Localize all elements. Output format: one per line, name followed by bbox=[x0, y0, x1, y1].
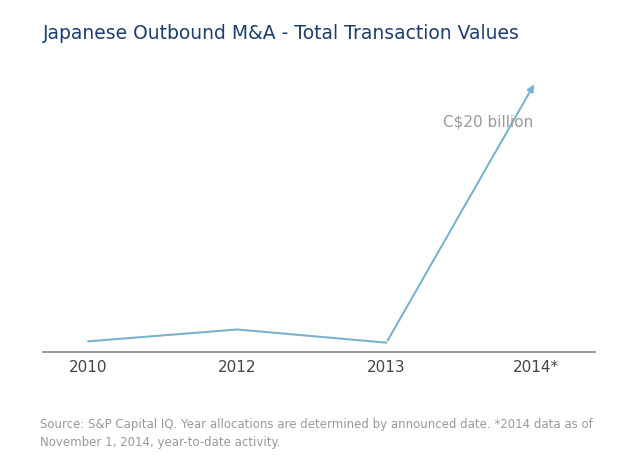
Text: Source: S&P Capital IQ. Year allocations are determined by announced date. *2014: Source: S&P Capital IQ. Year allocations… bbox=[40, 418, 593, 449]
Text: Japanese Outbound M&A - Total Transaction Values: Japanese Outbound M&A - Total Transactio… bbox=[43, 24, 520, 43]
Text: C$20 billion: C$20 billion bbox=[443, 115, 533, 130]
